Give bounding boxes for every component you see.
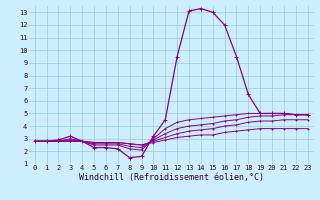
X-axis label: Windchill (Refroidissement éolien,°C): Windchill (Refroidissement éolien,°C) xyxy=(79,173,264,182)
